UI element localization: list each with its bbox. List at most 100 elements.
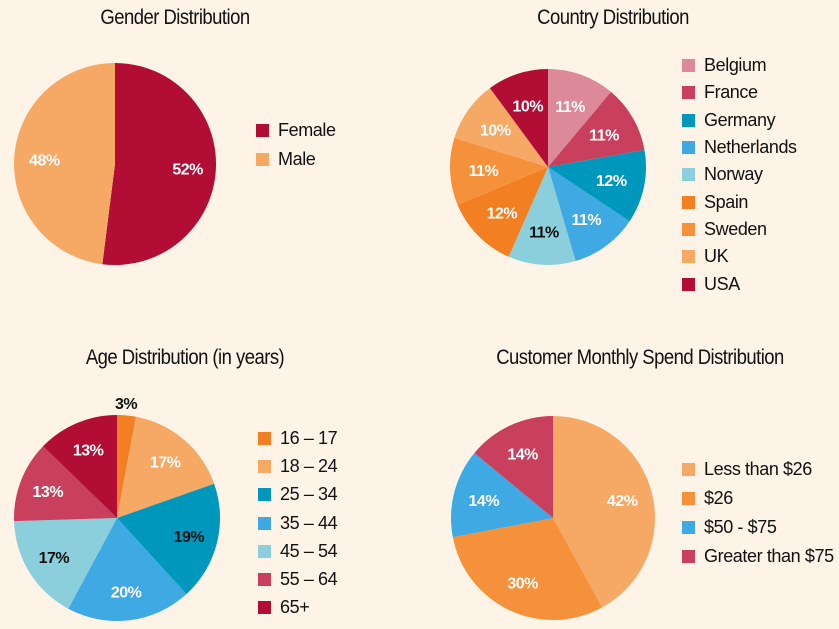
pie-slice-26 [452,518,603,620]
legend-label: $50 - $75 [704,517,777,537]
legend-item-26: $26 [682,484,834,513]
slice-label-45-54: 17% [39,550,70,567]
legend-label: Norway [704,164,763,185]
legend-item-35-44: 35 – 44 [258,509,338,537]
legend-label: Germany [704,109,776,130]
pie-slice-45-54 [14,518,117,609]
legend-item-55-64: 55 – 64 [258,565,338,593]
slice-label-25-34: 19% [174,529,205,546]
slice-label-65: 13% [73,443,104,460]
legend-item-sweden: Sweden [682,216,797,243]
legend-item-france: France [682,79,797,106]
age-chart-title: Age Distribution (in years) [85,346,285,369]
slice-label-26: 30% [507,576,538,593]
pie-slice-65 [43,415,118,518]
slice-label-france: 11% [589,128,619,145]
gender-legend: Female Male [256,116,336,174]
pie-slice-55-64 [14,446,118,522]
legend-label: Female [278,120,336,140]
legend-swatch [258,459,271,473]
slice-label-spain: 12% [487,205,518,222]
pie-slice-male [14,63,116,265]
legend-label: Greater than $75 [704,546,834,566]
legend-label: 35 – 44 [280,512,338,533]
pie-slice-belgium [548,69,611,167]
legend-swatch [682,550,695,563]
legend-item-norway: Norway [682,161,797,188]
pie-slice-germany [548,149,646,222]
pie-slice-norway [508,167,576,266]
legend-label: Spain [704,191,749,212]
legend-item-male: Male [256,145,336,174]
slice-label-55-64: 13% [33,484,64,501]
pie-slice-usa [489,69,548,167]
legend-label: USA [704,273,740,294]
legend-swatch [682,141,695,155]
legend-item-usa: USA [682,270,797,297]
pie-slice-18-24 [117,416,215,518]
pie-slice-sweden [450,137,548,205]
legend-item-25-34: 25 – 34 [258,481,338,509]
pie-slice-greater-than-75 [474,416,553,518]
legend-label: 18 – 24 [280,455,338,476]
age-legend: 16 – 17 18 – 24 25 – 34 35 – 44 45 – 54 55 – … [258,424,338,622]
legend-item-65: 65+ [258,594,337,622]
legend-item-netherlands: Netherlands [682,134,797,161]
legend-label: 45 – 54 [280,540,338,561]
legend-label: Sweden [704,218,767,239]
legend-swatch [256,153,269,166]
pie-slice-netherlands [548,167,630,262]
legend-swatch [682,195,695,209]
legend-item-spain: Spain [682,188,797,215]
spend-chart-title: Customer Monthly Spend Distribution [496,346,784,369]
country-legend: Belgium France Germany Netherlands Norway Spa… [682,52,797,298]
country-chart-title: Country Distribution [537,6,689,29]
legend-item-16-17: 16 – 17 [258,424,338,452]
slice-label-35-44: 20% [111,585,142,602]
legend-item-less-than-26: Less than $26 [682,455,834,484]
slice-label-uk: 10% [480,123,511,140]
legend-swatch [682,463,695,476]
legend-item-uk: UK [682,243,797,270]
pie-slice-less-than-26 [553,416,655,608]
pie-slice-25-34 [117,483,220,595]
legend-item-18-24: 18 – 24 [258,452,338,480]
legend-label: $26 [704,488,733,508]
legend-swatch [682,113,695,127]
legend-label: 65+ [280,597,310,618]
legend-item-45-54: 45 – 54 [258,537,338,565]
slice-label-norway: 11% [529,225,559,242]
pie-slice-16-17 [117,415,136,518]
legend-label: Male [278,149,316,169]
pie-slice-spain [457,167,548,257]
slice-label-germany: 12% [596,173,627,190]
pie-slice-50-75 [451,452,553,538]
legend-swatch [682,222,695,236]
slice-label-female: 52% [172,162,203,179]
slice-label-netherlands: 11% [571,212,601,229]
spend-legend: Less than $26 $26 $50 - $75 Greater than $7… [682,455,834,571]
slice-label-greater-than-75: 14% [507,446,538,463]
legend-swatch [258,573,271,587]
legend-swatch [258,488,271,502]
legend-swatch [682,86,695,100]
legend-swatch [682,250,695,264]
legend-label: France [704,82,758,103]
legend-item-belgium: Belgium [682,52,797,79]
slice-label-sweden: 11% [469,163,499,180]
slice-label-16-17: 3% [115,396,137,413]
pie-slice-uk [454,88,548,167]
legend-label: 55 – 64 [280,569,338,590]
legend-label: 25 – 34 [280,484,338,505]
slice-label-male: 48% [29,153,60,170]
legend-swatch [682,59,695,73]
legend-label: Netherlands [704,137,797,158]
gender-chart-title: Gender Distribution [100,6,250,29]
legend-label: Belgium [704,55,767,76]
pie-slice-france [548,91,645,167]
legend-swatch [682,277,695,291]
pie-slice-35-44 [68,518,187,621]
